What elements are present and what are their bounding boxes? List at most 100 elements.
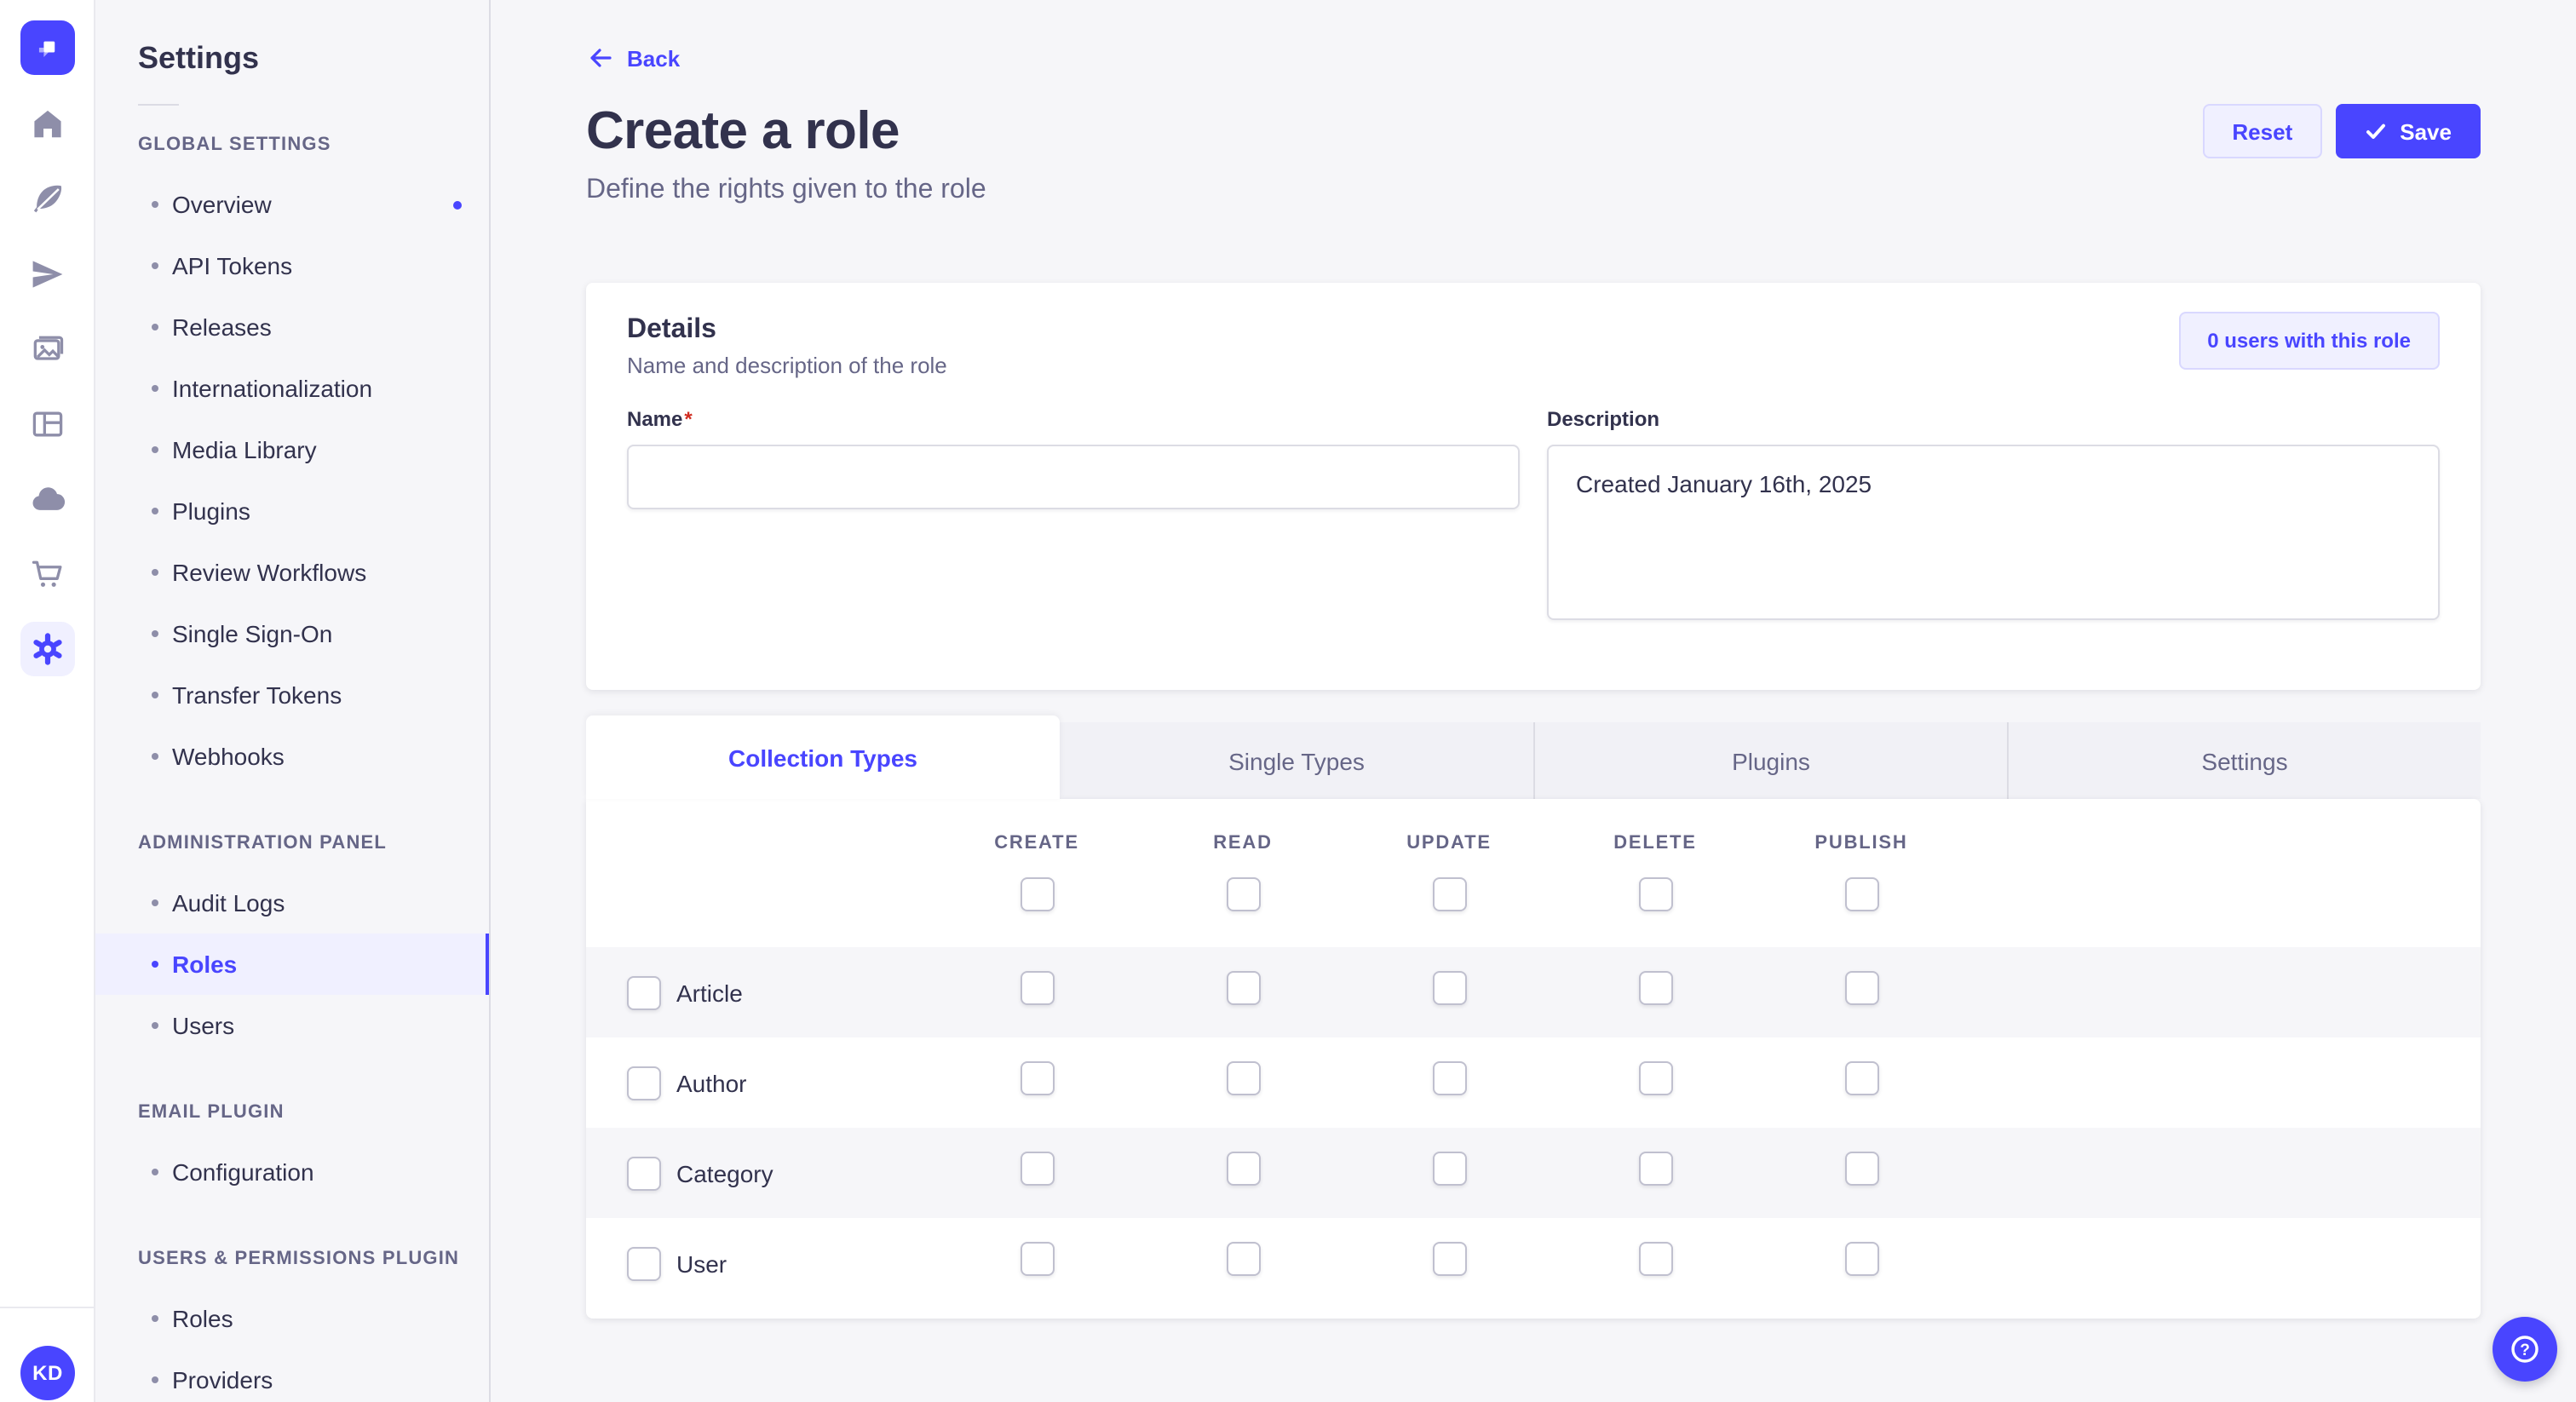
select-all-create-checkbox[interactable] xyxy=(1020,877,1054,911)
save-button[interactable]: Save xyxy=(2335,104,2481,158)
sidebar-title: Settings xyxy=(95,0,489,77)
sidebar-item-users[interactable]: Users xyxy=(95,995,489,1056)
user-read-checkbox[interactable] xyxy=(1226,1242,1260,1276)
permissions-tab-bar: Collection TypesSingle TypesPluginsSetti… xyxy=(586,715,2481,799)
permissions-table-card: CREATEREADUPDATEDELETEPUBLISH ArticleAut… xyxy=(586,799,2481,1319)
row-label-cell: User xyxy=(586,1246,934,1280)
user-publish-checkbox[interactable] xyxy=(1844,1242,1878,1276)
permission-cell xyxy=(1020,971,1054,1014)
author-publish-checkbox[interactable] xyxy=(1844,1061,1878,1095)
select-all-cell-read xyxy=(1226,877,1260,920)
releases-icon[interactable] xyxy=(0,237,94,312)
tab-single-types[interactable]: Single Types xyxy=(1060,722,1533,799)
user-row-checkbox[interactable] xyxy=(627,1246,661,1280)
sidebar-sections: GLOBAL SETTINGSOverviewAPI TokensRelease… xyxy=(95,133,489,1402)
users-with-role-button[interactable]: 0 users with this role xyxy=(2178,312,2440,370)
sidebar-item-label: Providers xyxy=(172,1366,273,1393)
settings-icon-active-background xyxy=(20,622,74,676)
reset-button[interactable]: Reset xyxy=(2203,104,2321,158)
bullet-icon xyxy=(152,385,158,392)
select-all-cell-delete xyxy=(1638,877,1672,920)
sidebar-item-audit-logs[interactable]: Audit Logs xyxy=(95,872,489,934)
author-update-checkbox[interactable] xyxy=(1432,1061,1466,1095)
tab-collection-types[interactable]: Collection Types xyxy=(586,715,1060,799)
help-button[interactable]: ? xyxy=(2493,1317,2557,1382)
category-row-checkbox[interactable] xyxy=(627,1156,661,1190)
user-create-checkbox[interactable] xyxy=(1020,1242,1054,1276)
sidebar-item-label: Review Workflows xyxy=(172,559,366,586)
sidebar-item-label: API Tokens xyxy=(172,252,292,279)
user-update-checkbox[interactable] xyxy=(1432,1242,1466,1276)
category-read-checkbox[interactable] xyxy=(1226,1152,1260,1186)
article-delete-checkbox[interactable] xyxy=(1638,971,1672,1005)
user-delete-checkbox[interactable] xyxy=(1638,1242,1672,1276)
permissions-section: Collection TypesSingle TypesPluginsSetti… xyxy=(586,715,2481,1319)
sidebar-item-review-workflows[interactable]: Review Workflows xyxy=(95,542,489,603)
author-read-checkbox[interactable] xyxy=(1226,1061,1260,1095)
sidebar-item-providers[interactable]: Providers xyxy=(95,1349,489,1402)
author-row-checkbox[interactable] xyxy=(627,1066,661,1100)
content-type-builder-icon[interactable] xyxy=(0,387,94,462)
marketplace-icon[interactable] xyxy=(0,537,94,612)
sidebar-item-media-library[interactable]: Media Library xyxy=(95,419,489,480)
article-row-checkbox[interactable] xyxy=(627,975,661,1009)
article-create-checkbox[interactable] xyxy=(1020,971,1054,1005)
header-actions: Reset Save xyxy=(2203,104,2481,158)
sidebar-item-releases[interactable]: Releases xyxy=(95,296,489,358)
select-all-update-checkbox[interactable] xyxy=(1432,877,1466,911)
permission-cell xyxy=(1432,971,1466,1014)
bullet-icon xyxy=(152,961,158,968)
app-viewport: KD Settings GLOBAL SETTINGSOverviewAPI T… xyxy=(0,0,2576,1402)
description-field-group: Description Created January 16th, 2025 xyxy=(1547,405,2440,629)
sidebar-item-webhooks[interactable]: Webhooks xyxy=(95,726,489,787)
notification-dot-icon xyxy=(453,200,462,209)
page-title: Create a role xyxy=(586,101,900,162)
content-manager-icon[interactable] xyxy=(0,162,94,237)
category-publish-checkbox[interactable] xyxy=(1844,1152,1878,1186)
row-label: Author xyxy=(676,1069,747,1096)
article-update-checkbox[interactable] xyxy=(1432,971,1466,1005)
bullet-icon xyxy=(152,324,158,330)
select-all-read-checkbox[interactable] xyxy=(1226,877,1260,911)
select-all-publish-checkbox[interactable] xyxy=(1844,877,1878,911)
permission-cell xyxy=(1844,1152,1878,1194)
article-read-checkbox[interactable] xyxy=(1226,971,1260,1005)
sidebar-section-email-plugin: EMAIL PLUGINConfiguration xyxy=(95,1100,489,1203)
sidebar-item-roles[interactable]: Roles xyxy=(95,934,489,995)
category-delete-checkbox[interactable] xyxy=(1638,1152,1672,1186)
sidebar-item-roles[interactable]: Roles xyxy=(95,1288,489,1349)
sidebar-item-label: Overview xyxy=(172,191,272,218)
permission-cell xyxy=(1432,1152,1466,1194)
sidebar-item-plugins[interactable]: Plugins xyxy=(95,480,489,542)
role-description-textarea[interactable]: Created January 16th, 2025 xyxy=(1547,445,2440,620)
role-name-input[interactable] xyxy=(627,445,1520,509)
tab-settings[interactable]: Settings xyxy=(2007,722,2481,799)
article-publish-checkbox[interactable] xyxy=(1844,971,1878,1005)
settings-icon[interactable] xyxy=(0,612,94,687)
sidebar-item-overview[interactable]: Overview xyxy=(95,174,489,235)
bullet-icon xyxy=(152,899,158,906)
tab-plugins[interactable]: Plugins xyxy=(1533,722,2007,799)
sidebar-item-label: Transfer Tokens xyxy=(172,681,342,709)
sidebar-item-transfer-tokens[interactable]: Transfer Tokens xyxy=(95,664,489,726)
strapi-logo[interactable] xyxy=(20,20,74,75)
select-all-delete-checkbox[interactable] xyxy=(1638,877,1672,911)
category-create-checkbox[interactable] xyxy=(1020,1152,1054,1186)
author-create-checkbox[interactable] xyxy=(1020,1061,1054,1095)
sidebar-item-label: Webhooks xyxy=(172,743,285,770)
author-delete-checkbox[interactable] xyxy=(1638,1061,1672,1095)
sidebar-item-internationalization[interactable]: Internationalization xyxy=(95,358,489,419)
bullet-icon xyxy=(152,446,158,453)
bullet-icon xyxy=(152,630,158,637)
media-library-icon[interactable] xyxy=(0,312,94,387)
permission-cell xyxy=(1844,1242,1878,1284)
sidebar-item-configuration[interactable]: Configuration xyxy=(95,1141,489,1203)
permission-cell xyxy=(1432,1242,1466,1284)
back-link[interactable]: Back xyxy=(586,44,680,72)
category-update-checkbox[interactable] xyxy=(1432,1152,1466,1186)
deploy-icon[interactable] xyxy=(0,462,94,537)
sidebar-item-single-sign-on[interactable]: Single Sign-On xyxy=(95,603,489,664)
home-icon[interactable] xyxy=(0,87,94,162)
user-avatar[interactable]: KD xyxy=(20,1346,75,1400)
sidebar-item-api-tokens[interactable]: API Tokens xyxy=(95,235,489,296)
